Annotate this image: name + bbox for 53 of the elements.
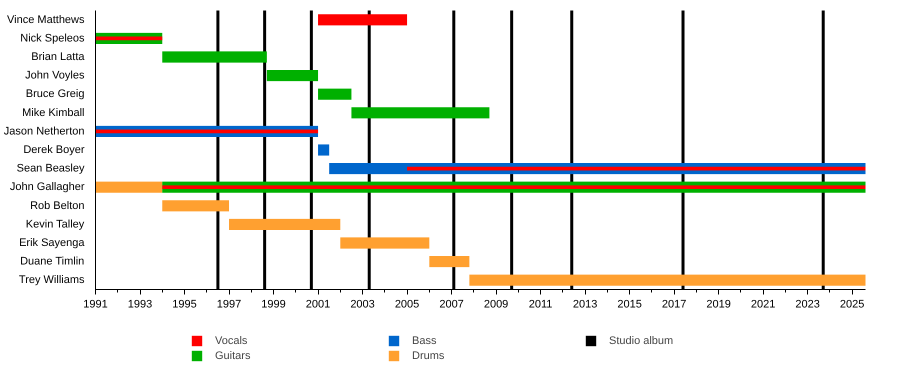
y-tick-label: Mike Kimball [22, 106, 85, 119]
y-tick-label: Kevin Talley [26, 218, 85, 230]
x-tick-label: 2013 [572, 298, 598, 310]
bar [96, 130, 318, 134]
y-tick-label: Jason Netherton [4, 125, 84, 138]
bar [469, 274, 866, 286]
y-tick-label: Bruce Greig [26, 88, 85, 100]
x-tick-label: 2007 [439, 298, 464, 310]
bar [266, 70, 318, 82]
bar [162, 51, 267, 63]
bar [318, 88, 352, 100]
x-tick-label: 2015 [617, 298, 642, 310]
bar [96, 182, 162, 193]
legend-label: Guitars [215, 349, 252, 362]
x-tick-label: 2025 [840, 298, 864, 310]
bar [351, 107, 490, 118]
x-tick-label: 2005 [394, 298, 420, 310]
x-tick-label: 2009 [484, 298, 508, 310]
x-tick-label: 2019 [706, 298, 731, 310]
bar [162, 200, 230, 212]
y-tick-label: Duane Timlin [20, 256, 84, 268]
y-tick-label: John Gallagher [10, 181, 85, 194]
y-tick-label: Vince Matthews [7, 14, 85, 26]
y-tick-label: John Voyles [25, 70, 85, 82]
y-tick-label: Brian Latta [31, 51, 86, 63]
x-tick-label: 1999 [261, 298, 286, 310]
bar [407, 166, 866, 170]
legend-label: Bass [412, 334, 438, 347]
x-tick-label: 2003 [350, 298, 375, 310]
x-tick-label: 2001 [306, 298, 330, 310]
y-tick-label: Trey Williams [18, 274, 85, 286]
bar [318, 144, 330, 156]
y-tick-label: Erik Sayenga [19, 237, 86, 249]
bar [96, 36, 162, 40]
legend-label: Vocals [215, 334, 248, 347]
x-tick-label: 1997 [216, 298, 242, 310]
bar [162, 185, 866, 190]
bar [340, 237, 430, 249]
x-tick-label: 1993 [128, 298, 152, 310]
x-tick-label: 1995 [172, 298, 197, 310]
x-tick-label: 2017 [662, 298, 686, 310]
y-tick-label: Nick Speleos [20, 32, 85, 44]
x-tick-label: 1991 [83, 298, 108, 310]
legend-label: Drums [412, 349, 446, 362]
bar [429, 256, 470, 268]
x-tick-label: 2023 [795, 298, 820, 310]
y-tick-label: Rob Belton [30, 200, 85, 212]
bar [229, 218, 340, 230]
legend-label: Studio album [609, 334, 674, 347]
y-tick-label: Derek Boyer [23, 144, 85, 156]
y-tick-label: Sean Beasley [16, 162, 85, 175]
x-tick-label: 2011 [528, 298, 552, 310]
x-tick-label: 2021 [750, 298, 776, 310]
